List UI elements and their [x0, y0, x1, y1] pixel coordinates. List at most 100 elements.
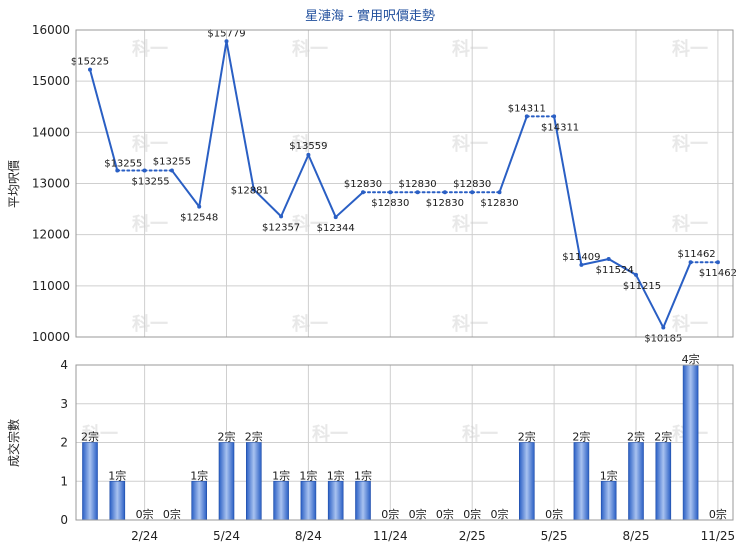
volume-bar	[109, 480, 126, 521]
price-data-label: $12344	[317, 223, 355, 234]
price-tick-label: 15000	[32, 74, 70, 88]
volume-bar-label: 0宗	[163, 507, 181, 521]
price-point	[497, 190, 502, 195]
x-tick-label: 8/24	[295, 529, 322, 543]
volume-tick-label: 3	[60, 397, 68, 411]
price-data-label: $11462	[678, 249, 716, 260]
price-point	[142, 168, 147, 173]
volume-bar-label: 1宗	[600, 468, 618, 482]
volume-bar	[628, 442, 644, 521]
watermark-layer: 科一科一科一科一科一科一科一科一科一科一科一科一科一科一科一科一科一科一科一科一	[82, 38, 708, 445]
price-data-label: $14311	[508, 103, 546, 114]
x-tick-label: 5/24	[213, 529, 240, 543]
price-line-segment	[498, 115, 528, 194]
watermark-text: 科一	[452, 38, 488, 60]
watermark-text: 科一	[672, 313, 708, 335]
price-line-segment	[170, 169, 201, 208]
watermark-text: 科一	[292, 213, 328, 235]
price-point	[333, 215, 338, 220]
volume-bar-label: 0宗	[381, 507, 399, 521]
price-data-label: $12830	[371, 198, 409, 209]
price-labels: $15225 $13255 $13255 $13255 $12548 $15779 $128…	[71, 28, 737, 344]
x-tick-label: 11/24	[373, 529, 408, 543]
watermark-text: 科一	[452, 133, 488, 155]
volume-bar	[518, 442, 535, 521]
price-data-label: $15225	[71, 57, 109, 68]
watermark-text: 科一	[292, 313, 328, 335]
watermark-text: 科一	[672, 38, 708, 60]
volume-bar-label: 2宗	[218, 430, 236, 444]
price-data-label: $11215	[623, 281, 661, 292]
volume-bar	[191, 480, 207, 521]
price-point	[251, 187, 256, 192]
price-data-label: $11462	[699, 268, 737, 279]
volume-bar	[655, 442, 672, 521]
price-point	[197, 204, 202, 209]
volume-bar	[218, 442, 235, 521]
price-point	[415, 190, 420, 195]
price-line-segment	[198, 40, 228, 208]
volume-bar	[355, 480, 371, 521]
volume-plot-frame	[75, 364, 734, 521]
volume-labels: 2宗 1宗 0宗 0宗 1宗 2宗 2宗 1宗 1宗 1宗 1宗 0宗 0宗 0宗 0宗 0宗 2宗 0宗 2宗 1宗…	[81, 352, 727, 521]
price-line-segment	[225, 40, 255, 191]
price-point	[361, 190, 365, 195]
price-tick-label: 14000	[32, 125, 70, 139]
volume-axis-title: 成交宗數	[6, 419, 21, 467]
watermark-text: 科一	[132, 313, 168, 335]
price-point	[279, 214, 284, 219]
price-tick-label: 12000	[32, 228, 70, 242]
price-data-label: $12830	[453, 179, 491, 190]
price-line-segment	[280, 153, 310, 218]
price-point	[388, 190, 393, 195]
volume-bars	[82, 364, 699, 521]
volume-bar	[573, 442, 590, 521]
volume-bar	[600, 480, 617, 521]
price-axis-title: 平均呎價	[7, 160, 21, 208]
price-data-label: $14311	[541, 122, 579, 133]
volume-bar-label: 0宗	[463, 507, 481, 521]
price-point	[715, 260, 720, 265]
volume-bar-label: 1宗	[327, 468, 345, 482]
watermark-text: 科一	[292, 133, 328, 155]
volume-tick-label: 1	[60, 474, 68, 488]
price-line	[88, 39, 720, 330]
x-tick-label: 2/25	[459, 529, 486, 543]
volume-bar-label: 1宗	[299, 468, 317, 482]
volume-bar	[273, 480, 289, 521]
volume-bar-label: 1宗	[108, 468, 126, 482]
price-data-label: $11409	[562, 252, 600, 263]
price-line-segment	[252, 188, 283, 218]
price-point	[224, 39, 229, 44]
volume-bar-label: 2宗	[572, 430, 590, 444]
watermark-text: 科一	[132, 38, 168, 60]
watermark-text: 科一	[292, 38, 328, 60]
price-point	[88, 67, 92, 72]
price-line-segment	[553, 115, 583, 266]
volume-bar-label: 4宗	[682, 352, 700, 366]
volume-bar-label: 2宗	[627, 430, 645, 444]
volume-tick-label: 4	[60, 358, 68, 372]
volume-bar	[82, 442, 98, 521]
volume-bar	[682, 364, 699, 521]
watermark-text: 科一	[452, 213, 488, 235]
price-point	[169, 168, 174, 173]
price-tick-label: 11000	[32, 279, 70, 293]
volume-bar	[327, 480, 344, 521]
price-point	[442, 190, 447, 195]
watermark-text: 科一	[132, 133, 168, 155]
volume-bar-label: 1宗	[354, 468, 372, 482]
volume-bar-label: 0宗	[136, 507, 154, 521]
volume-bar-label: 2宗	[245, 430, 263, 444]
price-data-label: $12548	[180, 213, 218, 224]
volume-bar	[300, 480, 317, 521]
volume-bar-label: 1宗	[272, 468, 290, 482]
price-point	[306, 152, 311, 157]
price-data-label: $13255	[153, 156, 191, 167]
watermark-text: 科一	[672, 213, 708, 235]
price-data-label: $12357	[262, 222, 300, 233]
x-tick-label: 11/25	[701, 529, 736, 543]
price-data-label: $10185	[644, 334, 682, 345]
price-tick-label: 10000	[32, 330, 70, 344]
watermark-text: 科一	[132, 213, 168, 235]
